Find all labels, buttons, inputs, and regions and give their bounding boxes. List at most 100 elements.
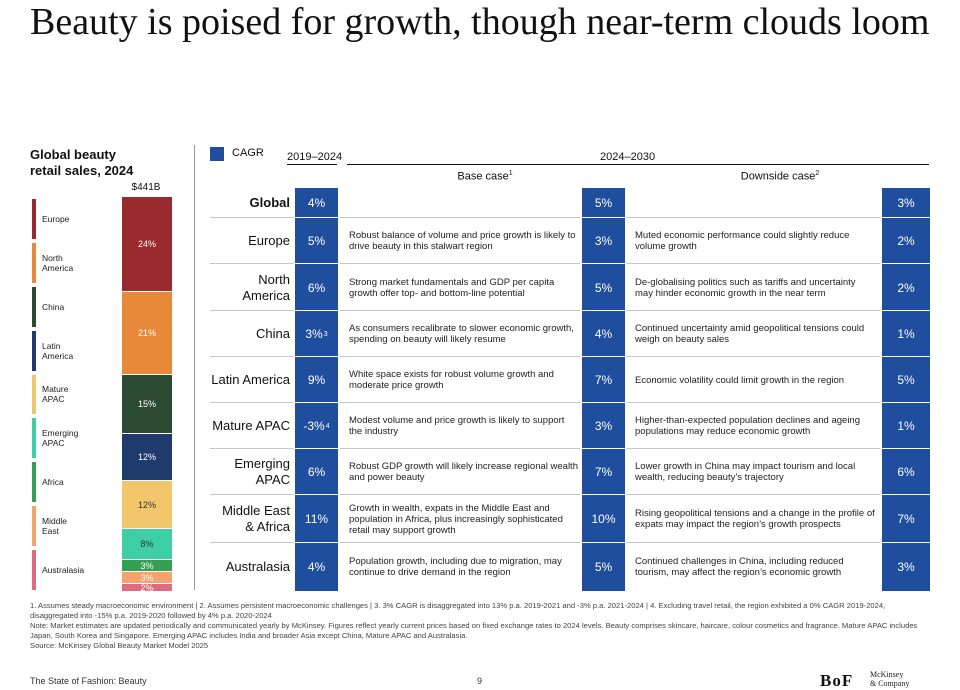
legend-item: Mature APAC bbox=[32, 373, 112, 417]
bar-segment: 15% bbox=[122, 374, 172, 433]
base-case-text: Strong market fundamentals and GDP per c… bbox=[349, 276, 555, 299]
legend-swatch bbox=[32, 374, 36, 415]
legend-item: Europe bbox=[32, 197, 112, 241]
footnotes: 1. Assumes steady macroeconomic environm… bbox=[30, 601, 935, 651]
row-separator bbox=[295, 217, 338, 218]
row-separator bbox=[210, 356, 293, 357]
downside-cagr-value: 3% bbox=[897, 196, 915, 210]
table-row: Australasia 4% Population growth, includin… bbox=[210, 543, 930, 591]
chart-title-line2: retail sales, 2024 bbox=[30, 163, 134, 178]
footnote-marker: 3 bbox=[323, 330, 328, 338]
footnote-text: 1. Assumes steady macroeconomic environm… bbox=[30, 601, 886, 620]
publication-name: The State of Fashion: Beauty bbox=[30, 676, 147, 686]
row-separator bbox=[882, 356, 930, 357]
region-name: Europe bbox=[248, 233, 290, 248]
row-separator bbox=[295, 402, 338, 403]
table-row: North America 6% Strong market fundamental… bbox=[210, 264, 930, 311]
hist-cagr-value: 4% bbox=[307, 196, 326, 210]
downside-cagr-value: 1% bbox=[897, 327, 915, 341]
legend-item: Middle East bbox=[32, 504, 112, 548]
bar-segment-label: 3% bbox=[140, 572, 154, 583]
legend-item: Australasia bbox=[32, 548, 112, 592]
row-separator bbox=[882, 263, 930, 264]
row-separator bbox=[295, 263, 338, 264]
downside-cagr-value: 3% bbox=[897, 560, 915, 574]
downside-case-text: Higher-than-expected population declines… bbox=[635, 415, 860, 437]
footnote-marker: 4 bbox=[325, 422, 330, 430]
bar-segment: 12% bbox=[122, 481, 172, 528]
base-case-header: Base case1 bbox=[457, 170, 513, 183]
note-text: Note: Market estimates are updated perio… bbox=[30, 621, 918, 640]
legend-label: North America bbox=[42, 252, 74, 273]
row-separator bbox=[582, 542, 625, 543]
row-separator bbox=[295, 494, 338, 495]
downside-cagr-value: 2% bbox=[897, 234, 915, 248]
row-separator bbox=[295, 542, 338, 543]
base-cagr-value: 5% bbox=[594, 560, 613, 574]
legend-label: China bbox=[42, 301, 65, 312]
base-cagr-column bbox=[582, 188, 625, 591]
row-separator bbox=[582, 217, 625, 218]
row-separator bbox=[627, 448, 880, 449]
region-name: Australasia bbox=[225, 559, 290, 574]
row-separator bbox=[582, 402, 625, 403]
row-separator bbox=[210, 402, 293, 403]
row-separator bbox=[882, 494, 930, 495]
row-separator bbox=[340, 448, 580, 449]
downside-case-text: Continued uncertainty amid geopolitical … bbox=[635, 323, 865, 345]
row-separator bbox=[210, 263, 293, 264]
region-name: Latin America bbox=[211, 372, 290, 387]
bar-segment: 8% bbox=[122, 528, 172, 560]
downside-case-text: De-globalising politics such as tariffs … bbox=[635, 276, 856, 299]
legend-swatch bbox=[32, 199, 36, 239]
row-separator bbox=[627, 217, 880, 218]
legend-swatch bbox=[32, 286, 36, 327]
hist-cagr-value: 6% bbox=[307, 280, 326, 295]
region-name: Emerging APAC bbox=[234, 456, 290, 487]
row-separator bbox=[882, 542, 930, 543]
downside-case-text bbox=[635, 188, 875, 218]
chart-title-line1: Global beauty bbox=[30, 147, 116, 162]
legend-item: North America bbox=[32, 241, 112, 285]
hist-cagr-value: 5% bbox=[307, 234, 326, 248]
legend-item: Emerging APAC bbox=[32, 416, 112, 460]
hist-cagr-value: 9% bbox=[307, 373, 326, 387]
base-cagr-value: 3% bbox=[594, 419, 613, 433]
row-separator bbox=[627, 310, 880, 311]
table-row: Europe 5% Robust balance of volume and pri… bbox=[210, 218, 930, 264]
hist-cagr-value: 3% 3 bbox=[305, 327, 328, 341]
row-separator bbox=[582, 494, 625, 495]
base-cagr-value: 7% bbox=[594, 373, 613, 387]
region-name: China bbox=[256, 326, 290, 341]
region-name: Mature APAC bbox=[212, 418, 290, 433]
row-separator bbox=[210, 310, 293, 311]
bar-segment-label: 2% bbox=[140, 582, 154, 593]
row-separator bbox=[582, 263, 625, 264]
period-forecast-rule bbox=[347, 164, 929, 165]
legend-swatch bbox=[32, 506, 36, 547]
bar-segment: 3% bbox=[122, 560, 172, 572]
downside-cagr-value: 6% bbox=[897, 465, 915, 479]
downside-cagr-column bbox=[882, 188, 930, 591]
legend-item: Latin America bbox=[32, 329, 112, 373]
chart-title: Global beauty retail sales, 2024 bbox=[30, 147, 133, 179]
base-cagr-value: 10% bbox=[591, 512, 616, 526]
hist-cagr-value: 6% bbox=[307, 465, 326, 479]
bar-segment-label: 15% bbox=[137, 398, 156, 409]
row-separator bbox=[340, 494, 580, 495]
row-separator bbox=[627, 356, 880, 357]
bar-segment-label: 3% bbox=[140, 560, 154, 571]
table-row: Emerging APAC 6% Robust GDP growth will li… bbox=[210, 449, 930, 495]
legend-swatch bbox=[32, 550, 36, 590]
base-case-text: Modest volume and price growth is likely… bbox=[349, 415, 565, 437]
hist-cagr-value: 4% bbox=[307, 560, 326, 574]
hist-cagr-value: -3% 4 bbox=[303, 419, 330, 433]
row-separator bbox=[627, 494, 880, 495]
row-separator bbox=[210, 448, 293, 449]
region-name: Global bbox=[249, 195, 290, 210]
legend-label: Africa bbox=[42, 477, 64, 488]
region-name: North America bbox=[242, 271, 290, 303]
row-separator bbox=[295, 310, 338, 311]
legend-swatch bbox=[32, 242, 36, 283]
base-cagr-value: 5% bbox=[594, 196, 613, 210]
